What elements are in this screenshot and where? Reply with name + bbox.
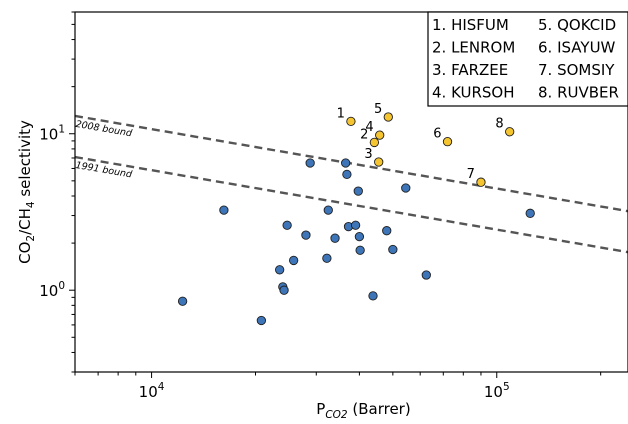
- data-point-blue: [275, 265, 285, 275]
- point-label-8: 8: [495, 117, 503, 132]
- data-point-blue: [279, 285, 289, 295]
- bound-line-2: [75, 155, 628, 254]
- data-point-blue: [342, 169, 352, 180]
- legend-entry-2: 2. LENROM: [432, 39, 515, 57]
- legend-entry-3: 3. FARZEE: [432, 61, 508, 79]
- legend-entry-8: 8. RUVBER: [538, 84, 619, 102]
- data-point-blue: [401, 183, 411, 193]
- point-label-4: 4: [365, 120, 373, 135]
- y-axis-label: CO2/CH4 selectivity: [16, 120, 37, 264]
- point-label-2: 2: [360, 127, 368, 142]
- data-point-yellow: [346, 116, 356, 127]
- data-point-blue: [282, 220, 292, 230]
- data-point-yellow: [505, 127, 515, 137]
- data-point-blue: [322, 253, 332, 263]
- data-point-blue: [305, 158, 315, 168]
- data-point-blue: [350, 220, 361, 230]
- legend-entry-4: 4. KURSOH: [432, 84, 515, 102]
- data-point-blue: [353, 186, 363, 196]
- data-point-blue: [289, 255, 299, 266]
- data-point-yellow: [383, 112, 393, 122]
- data-point-yellow: [442, 137, 453, 147]
- legend-entry-1: 1. HISFUM: [432, 16, 509, 34]
- data-point-blue: [382, 226, 392, 236]
- point-label-5: 5: [374, 102, 382, 117]
- legend-entry-5: 5. QOKCID: [538, 16, 616, 34]
- data-point-yellow: [374, 157, 384, 167]
- data-point-blue: [323, 205, 333, 215]
- data-point-blue: [341, 158, 351, 168]
- data-point-yellow: [375, 130, 385, 140]
- data-point-blue: [368, 291, 378, 301]
- legend-entry-7: 7. SOMSIY: [538, 61, 615, 79]
- legend-box: [427, 11, 628, 107]
- data-point-blue: [354, 231, 365, 242]
- data-point-blue: [301, 230, 311, 240]
- data-point-blue: [219, 205, 229, 215]
- data-point-blue: [256, 315, 267, 326]
- point-label-1: 1: [337, 106, 345, 121]
- point-label-7: 7: [467, 167, 475, 182]
- legend-entry-6: 6. ISAYUW: [538, 39, 616, 57]
- bound-line-1: [75, 114, 628, 213]
- data-point-blue: [330, 233, 340, 243]
- x-tick-label: 105: [484, 381, 510, 401]
- point-label-6: 6: [433, 127, 441, 142]
- y-tick-label: 100: [39, 280, 65, 300]
- point-label-3: 3: [364, 147, 372, 162]
- y-tick-label: 101: [39, 124, 65, 144]
- data-point-yellow: [369, 137, 380, 148]
- data-point-blue: [355, 245, 365, 255]
- x-axis-label: PCO2 (Barrer): [316, 400, 410, 421]
- data-point-blue: [177, 296, 188, 306]
- plot-frame: [74, 11, 628, 373]
- data-point-blue: [421, 270, 431, 280]
- data-point-blue: [525, 208, 535, 218]
- x-tick-label: 104: [139, 381, 165, 401]
- data-point-blue: [388, 244, 398, 255]
- data-point-yellow: [476, 177, 486, 187]
